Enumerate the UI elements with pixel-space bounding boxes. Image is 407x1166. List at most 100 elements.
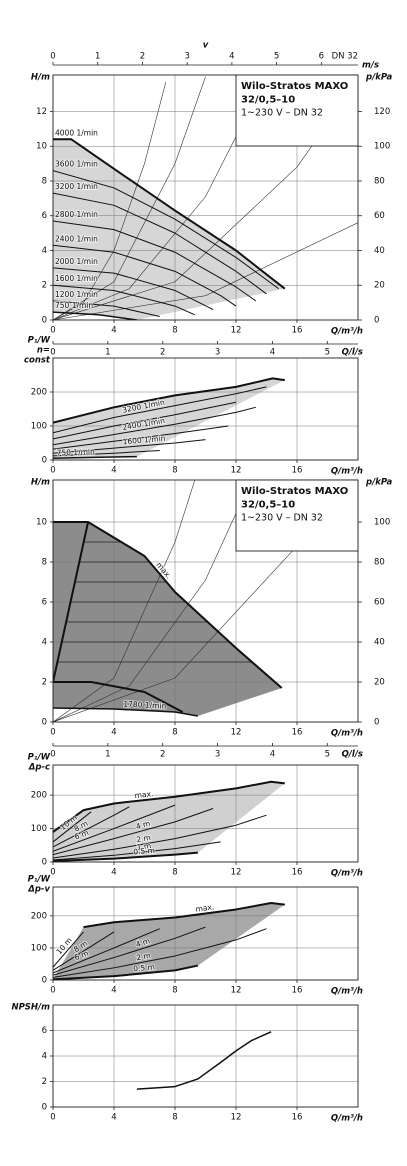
y2-axis-label: p/kPa [365,478,393,488]
curve [53,780,285,833]
v-unit: m/s [362,61,379,71]
y-tick-label: 2 [42,1077,47,1087]
info-text: 1~230 V – DN 32 [241,108,323,119]
y-tick-label: 8 [42,176,47,186]
curve [53,811,92,843]
curve [53,220,257,302]
y-tick-label: 0 [42,976,47,986]
curve [53,192,267,295]
guide-curve [53,480,252,722]
x-tick-label: 12 [231,728,242,738]
range-area [53,781,285,861]
x-tick-label: 8 [172,986,177,996]
y-axis-label: P₁/W [28,753,51,763]
y-tick-label: 200 [31,791,47,801]
curve [83,902,285,929]
y-tick-label: 4 [42,246,47,256]
x-tick-label: 0 [50,868,55,878]
plot-frame [52,74,359,321]
curve [53,267,214,311]
x-tick-label: 0 [50,1113,55,1123]
range-area [53,903,285,980]
curve [53,926,206,976]
y2-tick-label: 100 [374,142,390,152]
v-tick-label: 0 [50,52,55,62]
y-axis-label: H/m [31,73,50,83]
x2-tick-label: 3 [215,348,220,358]
plot-frame [52,1004,359,1108]
x-tick-label: 12 [231,986,242,996]
curve-label: max. [134,789,154,800]
x2-tick-label: 4 [270,750,275,760]
curve [53,964,199,980]
guide-curve [53,222,358,320]
curve [53,244,237,307]
y-tick-label: 200 [31,388,47,398]
x-tick-label: 16 [292,466,303,476]
curve [53,401,237,440]
v-note: DN 32 [332,52,358,62]
curve-label: 2000 1/min [55,257,98,266]
curve-label: 0.5 m [133,962,155,973]
x-tick-label: 0 [50,986,55,996]
x-tick-label: 8 [172,1113,177,1123]
guide-curve [53,480,196,722]
plot-frame [52,764,359,863]
x-tick-label: 4 [111,986,116,996]
y2-tick-label: 40 [374,246,385,256]
x-tick-label: 4 [111,868,116,878]
x2-tick-label: 4 [270,348,275,358]
x2-tick-label: 3 [215,750,220,760]
v-tick-label: 4 [229,52,234,62]
y-axis-label: Δp-v [27,885,50,895]
x-tick-label: 4 [111,466,116,476]
y-tick-label: 200 [31,911,47,921]
y2-tick-label: 120 [374,107,390,117]
x-tick-label: 16 [292,728,303,738]
x-axis-label: Q/m³/h [331,869,363,879]
y-tick-label: 10 [36,142,47,152]
y-tick-label: 100 [31,943,47,953]
y-tick-label: 100 [31,824,47,834]
curve-label: 0.5 m [133,846,155,856]
info-box [235,479,359,552]
x-axis-label: Q/m³/h [331,729,363,739]
curve [53,521,283,689]
y-axis-label: P₁/W [28,336,51,346]
y-axis-label: NPSH/m [11,1003,50,1013]
curve [53,284,196,316]
curve [53,455,137,460]
x-tick-label: 16 [292,986,303,996]
curve [53,425,229,450]
y-axis-label: n= [37,346,50,356]
curve [136,1031,272,1090]
range-area [53,139,285,320]
curve [53,138,286,290]
curve-label: 2 m [135,951,151,963]
plot-frame [52,886,359,981]
x-tick-label: 4 [111,1113,116,1123]
x-axis-label: Q/m³/h [331,467,363,477]
x2-axis-label: Q/l/s [342,348,363,358]
info-text: 32/0,5–10 [241,95,295,106]
curve-label: 2800 1/min [55,210,98,219]
y-tick-label: 10 [36,518,47,528]
curve [53,406,256,446]
x2-axis-label: Q/l/s [342,750,363,760]
curve [53,806,130,848]
x-axis-label: Q/m³/h [331,327,363,337]
x-tick-label: 12 [231,326,242,336]
range-area [53,522,282,716]
curve [53,311,137,320]
x-tick-label: 8 [172,326,177,336]
info-text: Wilo-Stratos MAXO [241,486,348,497]
curve [53,931,115,971]
curve [53,851,198,862]
y-tick-label: 0 [42,456,47,466]
y2-tick-label: 20 [374,678,385,688]
curve [53,300,160,318]
curve [53,808,214,856]
curve [53,707,199,717]
y-axis-label: H/m [31,478,50,488]
y-tick-label: 8 [42,558,47,568]
